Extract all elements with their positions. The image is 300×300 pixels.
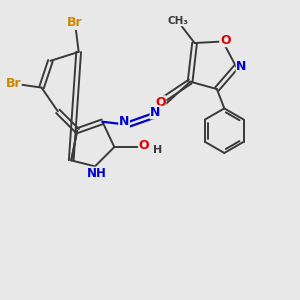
Text: O: O [155, 96, 166, 109]
Text: O: O [220, 34, 230, 46]
Text: NH: NH [87, 167, 106, 180]
Text: Br: Br [5, 76, 21, 90]
Text: H: H [153, 145, 162, 155]
Text: CH₃: CH₃ [168, 16, 189, 26]
Text: Br: Br [66, 16, 82, 29]
Text: N: N [236, 60, 247, 73]
Text: N: N [119, 115, 129, 128]
Text: O: O [139, 139, 149, 152]
Text: N: N [150, 106, 161, 119]
